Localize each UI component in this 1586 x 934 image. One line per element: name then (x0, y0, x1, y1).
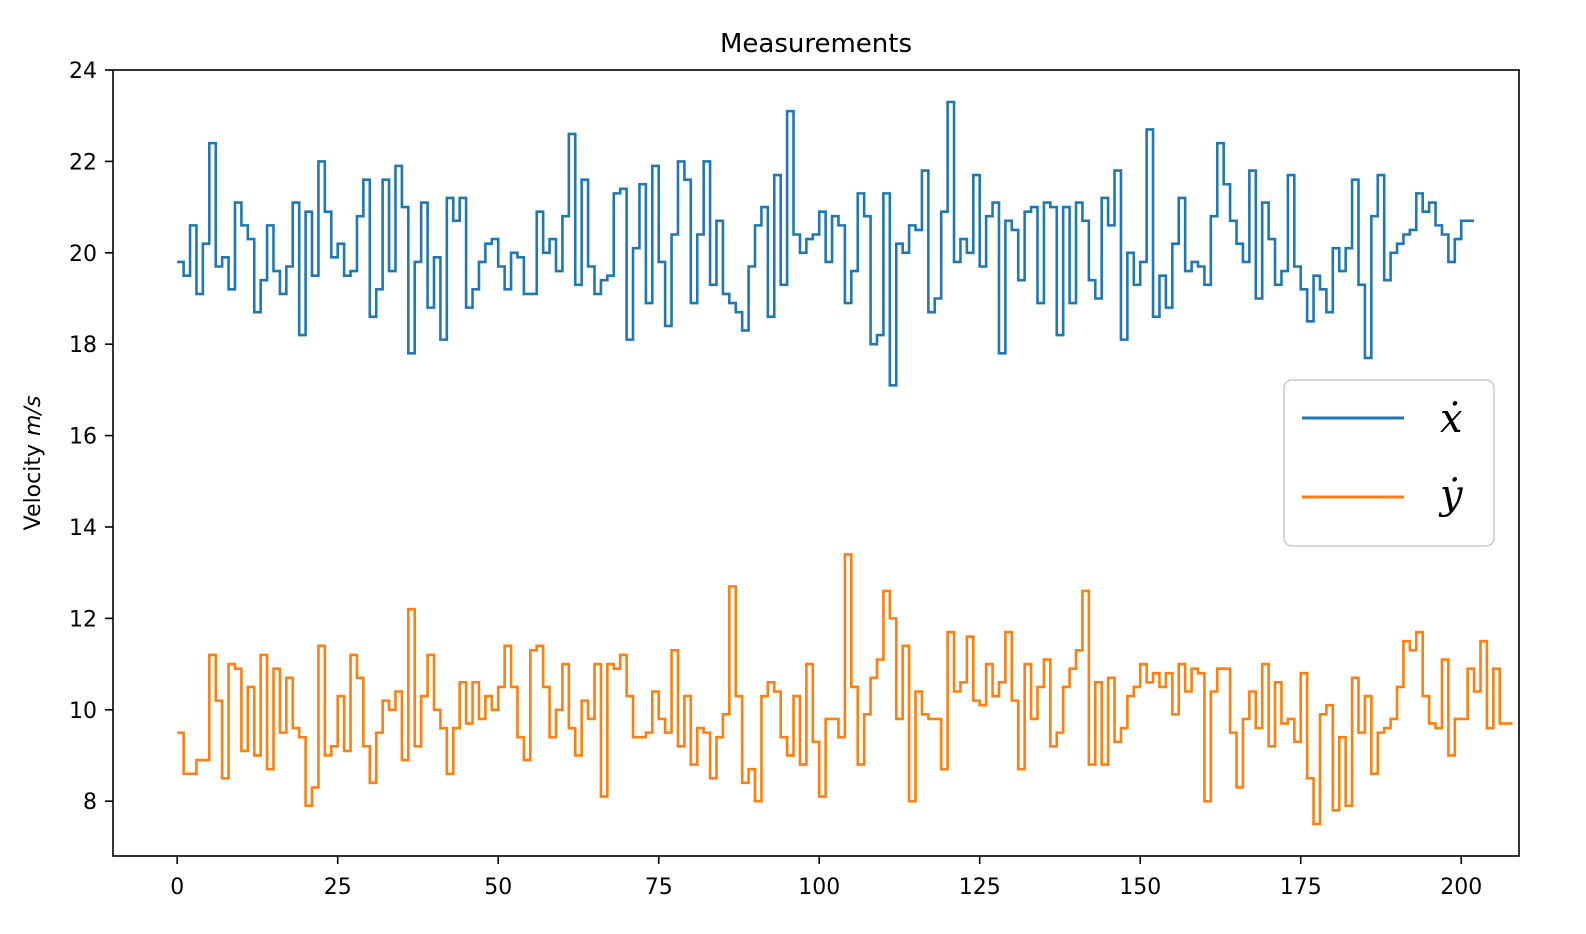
y-tick-label: 8 (83, 790, 97, 815)
legend: ẋ ẏ (1283, 379, 1495, 547)
y-tick-label: 20 (69, 242, 97, 267)
y-tick-label: 14 (69, 516, 97, 541)
chart-title: Measurements (720, 29, 912, 59)
y-axis-label: Velocity m/s (21, 396, 46, 531)
axis-ticks: 0 25 50 75 100 125 150 175 200 8 10 12 14 16 18 20 22 24 (69, 59, 1482, 900)
x-tick-label: 125 (959, 875, 1001, 900)
x-tick-label: 75 (645, 875, 673, 900)
y-axis-label-text: Velocity (21, 444, 46, 530)
x-tick-label: 25 (324, 875, 352, 900)
legend-box (1283, 379, 1495, 547)
plot-area (177, 100, 1513, 826)
y-tick-label: 18 (69, 333, 97, 358)
series-line-1 (177, 553, 1513, 826)
axes-frame (112, 69, 1520, 857)
x-tick-label: 150 (1119, 875, 1161, 900)
y-tick-label: 22 (69, 150, 97, 175)
x-tick-label: 100 (798, 875, 840, 900)
y-tick-label: 24 (69, 59, 97, 84)
y-tick-label: 16 (69, 425, 97, 450)
y-tick-label: 10 (69, 699, 97, 724)
legend-label-y-dot: ẏ (1438, 472, 1464, 518)
x-tick-label: 175 (1280, 875, 1322, 900)
x-tick-label: 0 (170, 875, 184, 900)
x-tick-label: 50 (484, 875, 512, 900)
x-tick-label: 200 (1440, 875, 1482, 900)
legend-label-x-dot: ẋ (1440, 396, 1463, 442)
series-line-0 (177, 100, 1475, 387)
y-tick-label: 12 (69, 607, 97, 632)
y-axis-label-unit: m/s (21, 396, 46, 436)
